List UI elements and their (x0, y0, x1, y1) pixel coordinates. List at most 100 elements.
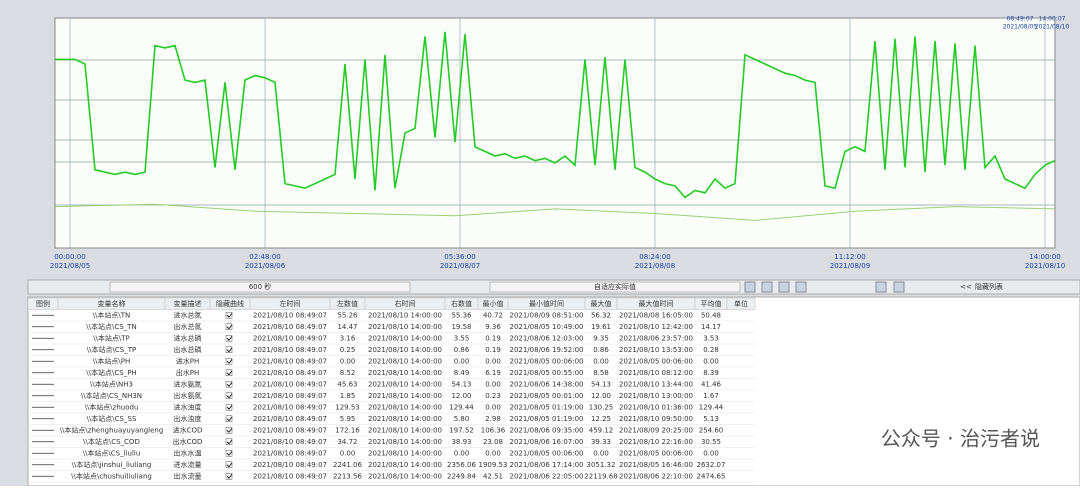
cell: 3051.32 (587, 461, 616, 469)
hide-checkbox[interactable] (225, 312, 233, 319)
cell: 2632.07 (697, 461, 726, 469)
cell: 0.00 (340, 449, 356, 457)
cell: 0.00 (703, 357, 719, 365)
cell: 38.93 (451, 438, 471, 446)
hide-checkbox[interactable] (225, 415, 233, 422)
hide-checkbox[interactable] (225, 369, 233, 376)
hide-checkbox[interactable] (225, 427, 233, 434)
cell: 2021/08/10 08:49:07 (253, 392, 327, 400)
cell: 出水总氮 (174, 322, 202, 331)
cell: 2021/08/06 22:05:00 (509, 472, 583, 480)
header-text: 最大值时间 (639, 299, 674, 308)
cell: 2021/08/10 14:00:00 (368, 415, 442, 423)
cell: 2021/08/10 14:00:00 (368, 357, 442, 365)
hide-checkbox[interactable] (225, 450, 233, 457)
cell: 进水总磷 (174, 333, 202, 342)
cell: 进水浊度 (174, 402, 202, 411)
cell: 进水PH (176, 356, 200, 365)
cell: 2021/08/06 14:38:00 (509, 380, 583, 388)
cell: 197.52 (449, 426, 474, 434)
cell: 0.23 (485, 392, 501, 400)
cell: 2021/08/10 08:49:07 (253, 380, 327, 388)
check-mark (226, 404, 233, 410)
cell: 进水氨氮 (174, 379, 202, 388)
cell: 出水PH (176, 368, 200, 377)
period-box[interactable] (109, 281, 411, 293)
toolbar-buttons[interactable] (744, 281, 905, 293)
cell: 2021/08/05 00:06:00 (619, 357, 693, 365)
cell: \\本站点\CS_COD (83, 437, 140, 446)
cell: 进水总氮 (174, 310, 202, 319)
cell: 2021/08/10 08:49:07 (253, 461, 327, 469)
cell: 2021/08/05 01:19:00 (509, 415, 583, 423)
cell: 8.58 (593, 369, 609, 377)
x-tick-label: 08:24:00 (639, 253, 670, 261)
hide-checkbox[interactable] (225, 323, 233, 330)
cell: 14.47 (337, 323, 357, 331)
cell: 2021/08/10 14:00:00 (368, 346, 442, 354)
check-mark (226, 324, 233, 330)
cell: 2021/08/05 16:46:00 (619, 461, 693, 469)
hide-checkbox[interactable] (225, 392, 233, 399)
cell: 2021/08/10 08:49:07 (253, 323, 327, 331)
cell: 3.16 (340, 334, 356, 342)
cell: 3.55 (454, 334, 470, 342)
cell: 0.86 (593, 346, 609, 354)
cell: 2021/08/05 10:49:00 (509, 323, 583, 331)
cell: 0.00 (593, 449, 609, 457)
cell: 2356.06 (447, 461, 476, 469)
period: 600 秒 (249, 282, 272, 291)
hide-checkbox[interactable] (225, 381, 233, 388)
cell: 12.00 (591, 392, 611, 400)
header-text: 最大值 (591, 299, 612, 308)
check-mark (226, 347, 233, 353)
cell: 0.19 (485, 334, 501, 342)
cell: 2021/08/10 22:16:00 (619, 438, 693, 446)
cell: 2021/08/05 00:01:00 (509, 392, 583, 400)
cell: 56.32 (591, 311, 611, 319)
collapse[interactable]: << (960, 283, 972, 291)
hide-checkbox[interactable] (225, 473, 233, 480)
cell: \\本站点\zhenghuayuyangleng (60, 425, 164, 434)
cell: 5.95 (340, 415, 356, 423)
cell: 50.48 (701, 311, 721, 319)
mode-select[interactable] (489, 281, 741, 293)
hide-list[interactable]: 隐藏列表 (975, 282, 1003, 291)
header-text: 最小值时间 (529, 299, 564, 308)
cell: 出水水温 (174, 448, 202, 457)
cell: 2021/08/09 08:51:00 (509, 311, 583, 319)
cell: 0.00 (340, 357, 356, 365)
cell: 进水流量 (174, 460, 202, 469)
cell: 5.13 (703, 415, 719, 423)
mode: 自适应实际值 (594, 282, 636, 291)
hide-checkbox[interactable] (225, 404, 233, 411)
cell: 2021/08/10 08:49:07 (253, 403, 327, 411)
cell: 45.63 (337, 380, 357, 388)
hide-checkbox[interactable] (225, 461, 233, 468)
check-mark (226, 462, 233, 468)
hide-checkbox[interactable] (225, 335, 233, 342)
cell: 2249.84 (447, 472, 476, 480)
cell: 出水氨氮 (174, 391, 202, 400)
cell: 2021/08/10 08:49:07 (253, 346, 327, 354)
cell: 129.53 (335, 403, 360, 411)
cell: 2021/08/10 13:44:00 (619, 380, 693, 388)
hide-checkbox[interactable] (225, 438, 233, 445)
cell: 2021/08/06 16:07:00 (509, 438, 583, 446)
hide-checkbox[interactable] (225, 346, 233, 353)
header-text: 左时间 (280, 299, 301, 308)
check-mark (226, 381, 233, 387)
check-mark (226, 370, 233, 376)
cell: \\本站点\TN (93, 310, 131, 319)
cell: 2021/08/10 08:49:07 (253, 449, 327, 457)
cell: 2021/08/06 22:10:00 (619, 472, 693, 480)
header-text: 右时间 (395, 299, 416, 308)
cell: 106.36 (481, 426, 506, 434)
cell: 55.26 (337, 311, 358, 319)
cell: 2021/08/10 14:00:00 (368, 311, 442, 319)
hide-checkbox[interactable] (225, 358, 233, 365)
header-cell (726, 297, 756, 310)
cell: 0.25 (340, 346, 356, 354)
cell: 2021/08/10 14:00:00 (368, 472, 442, 480)
